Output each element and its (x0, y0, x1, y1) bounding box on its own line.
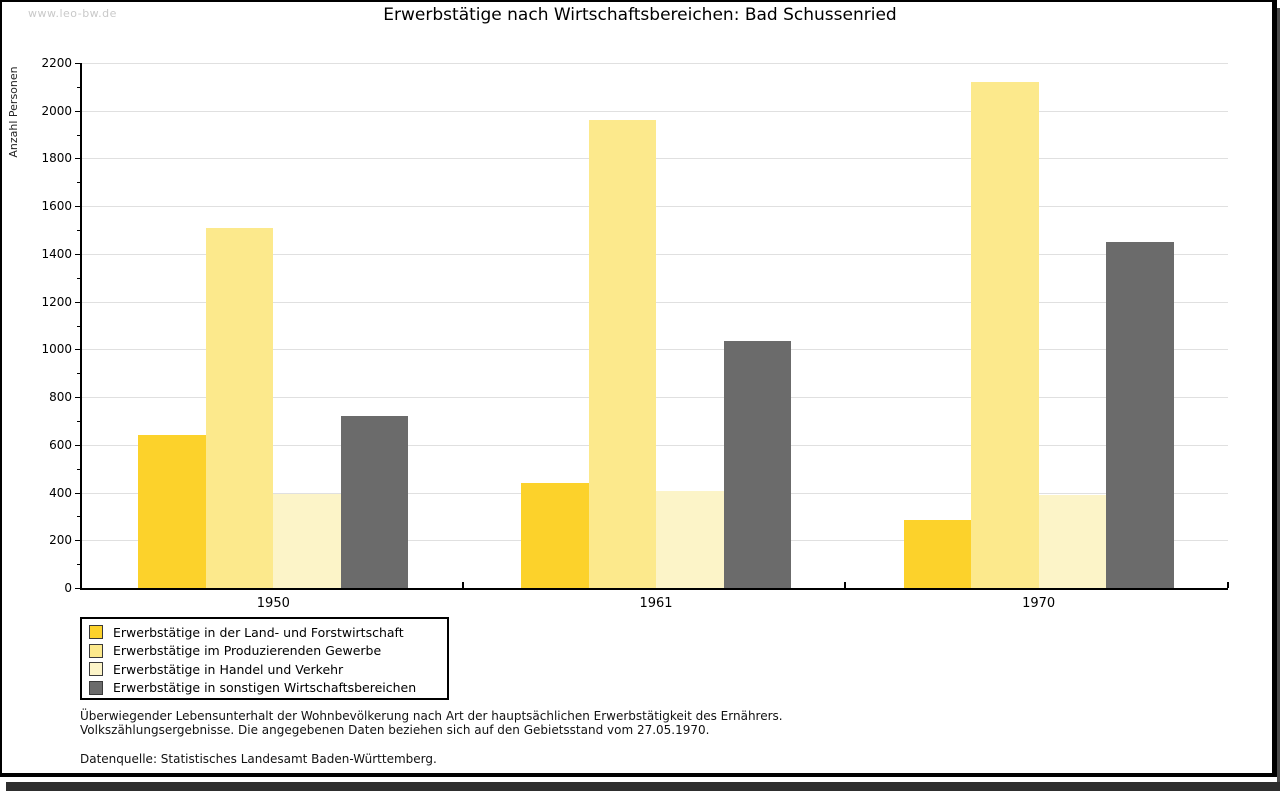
y-axis-minor-tick (77, 373, 80, 375)
y-axis-tick (75, 492, 80, 494)
y-axis-minor-tick (77, 564, 80, 566)
y-tick-label: 0 (64, 581, 72, 595)
y-tick-label: 2000 (41, 103, 72, 118)
y-axis-tick (75, 588, 80, 589)
bar-1950-series-3 (273, 493, 341, 588)
y-tick-label: 1200 (41, 294, 72, 309)
y-tick-label: 1000 (41, 342, 72, 357)
y-axis-tick (75, 110, 80, 112)
legend-swatch (89, 680, 103, 695)
legend-swatch (89, 662, 103, 677)
legend-item: Erwerbstätige in der Land- und Forstwirt… (89, 623, 447, 642)
footnote-line-1: Überwiegender Lebensunterhalt der Wohnbe… (80, 709, 783, 723)
y-tick-label: 600 (49, 437, 72, 452)
bar-1961-series-3 (656, 491, 724, 588)
y-axis-tick (75, 63, 80, 64)
chart-title: Erwerbstätige nach Wirtschaftsbereichen:… (383, 5, 897, 25)
bar-1950-series-1 (138, 435, 206, 588)
legend-label: Erwerbstätige in Handel und Verkehr (113, 661, 344, 677)
y-tick-label: 200 (49, 533, 72, 548)
bar-1950-series-2 (205, 227, 274, 588)
y-axis-minor-tick (77, 420, 80, 422)
window-frame-left (0, 0, 2, 777)
y-tick-label: 1400 (41, 246, 72, 261)
y-axis-minor-tick (77, 134, 80, 136)
y-axis-tick (75, 206, 80, 208)
y-axis-tick (75, 253, 80, 255)
legend-item: Erwerbstätige in Handel und Verkehr (89, 660, 447, 679)
y-tick-label: 2200 (41, 56, 72, 70)
y-axis-minor-tick (77, 230, 80, 232)
window-frame-top (0, 0, 1277, 2)
bar-1970-series-4 (1106, 241, 1174, 588)
y-tick-label: 400 (49, 485, 72, 500)
bar-1970-series-3 (1038, 494, 1107, 588)
x-axis-tick (1227, 582, 1229, 588)
legend-box: Erwerbstätige in der Land- und Forstwirt… (80, 617, 449, 700)
y-axis-minor-tick (77, 468, 80, 470)
legend-swatch (89, 625, 103, 640)
legend-item: Erwerbstätige im Produzierenden Gewerbe (89, 642, 447, 661)
plot-area: 0 200 400 600 800 1000 1200 1400 1600 1800 2000 220… (41, 56, 1229, 611)
legend-swatch (89, 643, 103, 658)
x-tick-label: 1970 (1022, 596, 1056, 611)
y-axis-tick (75, 158, 80, 160)
data-source-line: Datenquelle: Statistisches Landesamt Bad… (80, 752, 437, 766)
x-axis-tick (461, 582, 464, 588)
legend-label: Erwerbstätige in der Land- und Forstwirt… (113, 624, 404, 640)
x-tick-label: 1961 (639, 596, 673, 611)
y-axis-minor-tick (77, 516, 80, 518)
y-axis-minor-tick (77, 182, 80, 184)
bar-1950-series-4 (340, 416, 409, 588)
bar-1970-series-1 (903, 520, 972, 588)
x-axis-tick (844, 582, 847, 588)
legend-label: Erwerbstätige in sonstigen Wirtschaftsbe… (113, 680, 417, 696)
y-axis-tick (75, 301, 80, 303)
y-axis-tick (75, 540, 80, 542)
y-axis-minor-tick (77, 277, 80, 279)
y-tick-label: 1600 (41, 199, 72, 214)
y-axis-line (80, 63, 82, 590)
bar-1961-series-1 (521, 483, 589, 588)
y-axis-tick (75, 349, 80, 351)
window-frame-right (1272, 0, 1277, 777)
window-shadow-right (1277, 8, 1280, 791)
legend-label: Erwerbstätige im Produzierenden Gewerbe (113, 643, 382, 659)
legend-item: Erwerbstätige in sonstigen Wirtschaftsbe… (89, 679, 447, 698)
y-tick-label: 1800 (41, 151, 72, 166)
y-tick-label: 800 (49, 390, 72, 405)
y-axis-minor-tick (77, 86, 80, 88)
gridline (82, 110, 1228, 112)
y-axis-minor-tick (77, 325, 80, 327)
y-axis-tick (75, 444, 80, 446)
y-axis-tick (75, 397, 80, 399)
x-axis-line (80, 588, 1228, 590)
bar-1961-series-4 (723, 341, 791, 588)
footnote-line-2: Volkszählungsergebnisse. Die angegebenen… (80, 723, 710, 737)
window-frame-bottom (0, 773, 1277, 777)
watermark: www.leo-bw.de (28, 7, 117, 20)
bar-1961-series-2 (588, 120, 656, 588)
bar-1970-series-2 (971, 82, 1039, 588)
window-shadow-bottom (6, 782, 1280, 791)
gridline (82, 63, 1228, 64)
x-tick-label: 1950 (256, 596, 290, 611)
